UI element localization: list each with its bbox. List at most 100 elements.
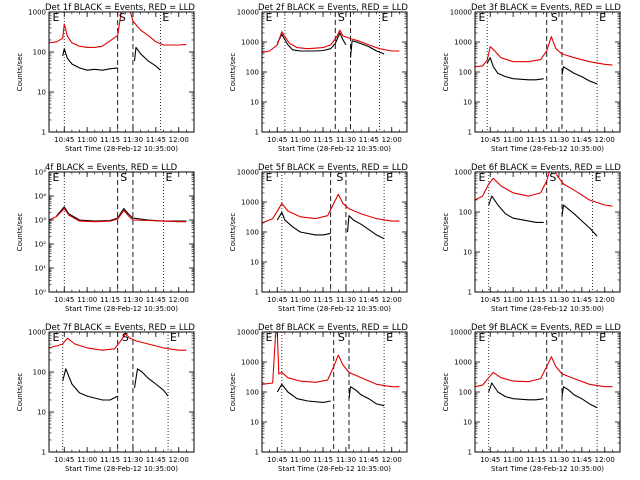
panel-title: Det 8f BLACK = Events, RED = LLD [258, 323, 408, 333]
y-tick-label: 100 [246, 69, 259, 77]
series-events-line [346, 215, 385, 240]
x-tick-label: 12:00 [595, 456, 615, 464]
x-axis-label: Start Time (28-Feb-12 10:35:00) [65, 465, 178, 473]
x-tick-label: 11:45 [359, 136, 379, 144]
panel-title: Det 6f BLACK = Events, RED = LLD [471, 163, 621, 173]
series-lld-line [262, 29, 400, 53]
panel-7: 1 10 100 1000 10:45 11:00 11:15 11:30 11:45 12:00… [16, 323, 195, 473]
y-axis-label: Counts/sec [229, 373, 237, 412]
x-tick-label: 11:45 [146, 296, 166, 304]
x-tick-label: 11:30 [336, 136, 356, 144]
y-tick-label: 1 [468, 289, 472, 297]
series-events-line [276, 383, 331, 403]
panel-5: 1 10 100 1000 10000 10:45 11:00 11:15 11:30 11:45… [229, 163, 408, 313]
plot-frame [261, 331, 408, 453]
start-marker-label: S [551, 11, 558, 24]
x-tick-label: 11:45 [359, 456, 379, 464]
x-tick-label: 12:00 [169, 456, 189, 464]
series-events-line [276, 32, 347, 52]
x-tick-label: 11:45 [572, 296, 592, 304]
series-events-line [488, 382, 544, 401]
x-tick-label: 11:30 [549, 296, 569, 304]
x-tick-label: 10:45 [480, 456, 500, 464]
x-tick-label: 12:00 [169, 296, 189, 304]
y-tick-label: 1 [42, 449, 46, 457]
y-axis-label: Counts/sec [442, 53, 450, 92]
end-marker-label: E [165, 171, 172, 184]
y-tick-label: 1000 [28, 9, 46, 17]
series-lld-line [49, 12, 187, 48]
x-tick-label: 10:45 [54, 296, 74, 304]
x-tick-label: 11:30 [336, 456, 356, 464]
series-lld-line [49, 207, 187, 223]
series-lld-line [262, 332, 400, 388]
start-marker-label: S [119, 11, 126, 24]
y-tick-label: 10 [463, 249, 472, 257]
y-tick-label: 1 [255, 129, 259, 137]
start-marker-label: S [120, 171, 127, 184]
x-tick-label: 12:00 [382, 136, 402, 144]
plot-frame [48, 171, 195, 293]
x-tick-label: 10:45 [480, 136, 500, 144]
plot-frame [261, 171, 408, 293]
y-tick-label: 1 [255, 289, 259, 297]
x-tick-label: 11:00 [77, 136, 97, 144]
y-tick-label: 1 [468, 449, 472, 457]
x-tick-label: 12:00 [382, 456, 402, 464]
x-tick-label: 11:15 [313, 136, 333, 144]
y-tick-label: 10000 [450, 329, 472, 337]
x-tick-label: 10:45 [54, 456, 74, 464]
y-tick-label: 1000 [241, 199, 259, 207]
end-marker-label: E [266, 331, 273, 344]
x-tick-label: 11:15 [526, 456, 546, 464]
x-axis-label: Start Time (28-Feb-12 10:35:00) [65, 305, 178, 313]
y-tick-label: 1000 [241, 359, 259, 367]
x-tick-label: 12:00 [595, 136, 615, 144]
end-marker-label: E [599, 331, 606, 344]
y-tick-label: 10 [463, 419, 472, 427]
series-events-line [133, 368, 169, 397]
plot-frame [474, 171, 621, 293]
y-tick-label: 10000 [237, 329, 259, 337]
panel-title: 4f BLACK = Events, RED = LLD [45, 163, 178, 173]
end-marker-label: E [386, 171, 393, 184]
start-marker-label: S [549, 171, 556, 184]
y-tick-label: 100 [246, 389, 259, 397]
x-axis-label: Start Time (28-Feb-12 10:35:00) [491, 145, 604, 153]
panel-title: Det 3f BLACK = Events, RED = LLD [471, 3, 621, 13]
x-tick-label: 10:45 [54, 136, 74, 144]
y-tick-label: 10 [463, 99, 472, 107]
y-tick-label: 10000 [237, 169, 259, 177]
y-axis-label: Counts/sec [229, 53, 237, 92]
y-axis-label: Counts/sec [16, 213, 24, 252]
panel-title: Det 1f BLACK = Events, RED = LLD [45, 3, 195, 13]
y-axis-label: Counts/sec [229, 213, 237, 252]
start-marker-label: S [338, 331, 345, 344]
y-tick-label: 10⁰ [34, 289, 46, 297]
series-events-line [561, 386, 598, 409]
panel-2: 1 10 100 1000 10000 10:45 11:00 11:15 11:30 11:45… [229, 3, 408, 153]
end-marker-label: E [266, 171, 273, 184]
y-tick-label: 10 [250, 259, 259, 267]
x-tick-label: 12:00 [382, 296, 402, 304]
y-tick-label: 1000 [28, 329, 46, 337]
panel-1: 1 10 100 1000 10:45 11:00 11:15 11:30 11:45 12:00… [16, 3, 195, 153]
y-axis-label: Counts/sec [16, 53, 24, 92]
y-tick-label: 100 [459, 389, 472, 397]
panel-9: 1 10 100 1000 10000 10:45 11:00 11:15 11:30 11:45… [442, 323, 621, 473]
x-axis-label: Start Time (28-Feb-12 10:35:00) [278, 465, 391, 473]
series-events-line [561, 66, 598, 85]
y-tick-label: 10000 [450, 9, 472, 17]
y-tick-label: 1000 [454, 39, 472, 47]
y-tick-label: 1 [42, 129, 46, 137]
y-tick-label: 10 [37, 409, 46, 417]
series-lld-line [475, 36, 613, 68]
x-tick-label: 11:30 [123, 296, 143, 304]
y-tick-label: 10² [34, 241, 46, 249]
panel-8: 1 10 100 1000 10000 10:45 11:00 11:15 11:30 11:45… [229, 323, 408, 473]
x-tick-label: 11:00 [77, 296, 97, 304]
x-tick-label: 10:45 [267, 296, 287, 304]
x-tick-label: 11:30 [336, 296, 356, 304]
x-tick-label: 11:00 [503, 136, 523, 144]
